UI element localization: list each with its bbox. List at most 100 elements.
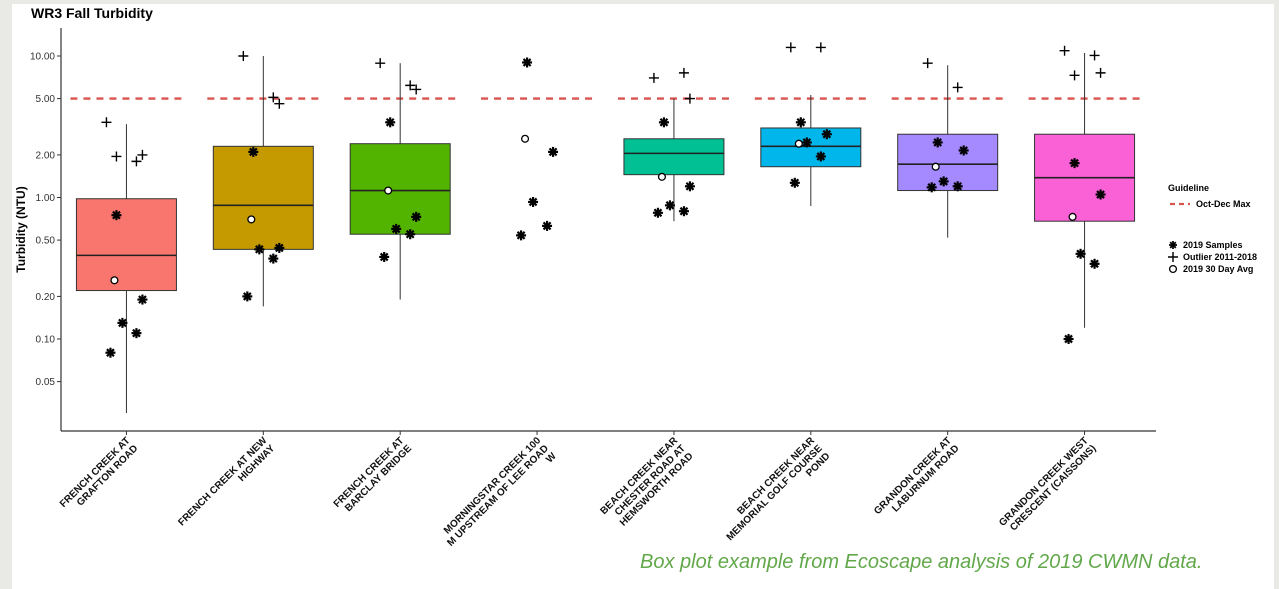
- legend-guideline-title: Guideline: [1168, 183, 1209, 193]
- sample-point: [684, 181, 695, 192]
- outlier-point: [922, 58, 933, 69]
- avg-point: [657, 172, 666, 181]
- x-tick-label-line: GRANDON CREEK AT: [872, 435, 954, 517]
- sample-point: [268, 253, 279, 264]
- box-iqr: [349, 143, 451, 235]
- asterisk-stroke: [790, 178, 800, 188]
- avg-point: [521, 134, 530, 143]
- sample-point: [664, 200, 675, 211]
- sample-point: [242, 291, 253, 302]
- legend-item-label: 2019 30 Day Avg: [1183, 264, 1253, 274]
- sample-point: [411, 211, 422, 222]
- avg-point: [931, 162, 940, 171]
- sample-point: [391, 223, 402, 234]
- y-tick-label: 0.50: [36, 236, 56, 247]
- outlier-point: [137, 149, 148, 160]
- avg-point: [1068, 212, 1077, 221]
- outlier-point: [648, 72, 659, 83]
- asterisk-stroke: [548, 147, 558, 157]
- sample-point: [1075, 248, 1086, 259]
- outlier-point: [1059, 45, 1070, 56]
- asterisk-stroke: [953, 181, 963, 191]
- asterisk-stroke: [528, 197, 538, 207]
- y-tick-label: 0.20: [36, 292, 56, 303]
- chart-title: WR3 Fall Turbidity: [31, 5, 153, 21]
- asterisk-stroke: [679, 206, 689, 216]
- y-tick-label: 2.00: [36, 150, 56, 161]
- x-tick-label-line: FRENCH CREEK AT NEW: [176, 435, 269, 528]
- asterisk-stroke: [659, 117, 669, 127]
- asterisk-stroke: [132, 328, 141, 338]
- asterisk-stroke: [653, 208, 663, 218]
- outlier-point: [131, 156, 142, 167]
- asterisk-stroke: [665, 201, 675, 210]
- avg-point: [384, 186, 393, 195]
- asterisk-stroke: [1090, 259, 1099, 269]
- x-tick-label-line: BARCLAY BRIDGE: [343, 443, 414, 514]
- sample-point: [789, 177, 800, 188]
- asterisk-stroke: [1169, 241, 1177, 249]
- sample-point: [1095, 189, 1106, 200]
- asterisk-stroke: [118, 318, 127, 328]
- asterisk-stroke: [268, 254, 278, 263]
- outlier-point: [111, 151, 122, 162]
- outlier-point: [952, 82, 963, 93]
- asterisk-stroke: [248, 147, 258, 157]
- outlier-point: [411, 84, 422, 95]
- asterisk-stroke: [138, 295, 147, 304]
- asterisk-stroke: [685, 181, 695, 191]
- y-tick-label: 1.00: [36, 193, 56, 204]
- sample-point: [117, 317, 128, 328]
- outlier-point: [1095, 67, 1106, 78]
- asterisk-stroke: [1064, 334, 1073, 344]
- slide-background: [12, 4, 1274, 589]
- x-tick-label-line: M UPSTREAM OF LEE ROAD: [445, 443, 551, 549]
- outlier-point: [684, 93, 695, 104]
- asterisk-stroke: [254, 245, 264, 254]
- asterisk-stroke: [411, 212, 421, 222]
- sample-point: [801, 137, 812, 148]
- outlier-point: [238, 51, 249, 61]
- asterisk-stroke: [822, 129, 832, 139]
- sample-point: [658, 117, 669, 128]
- asterisk-stroke: [522, 58, 532, 67]
- sample-point: [379, 251, 390, 262]
- asterisk-stroke: [816, 152, 826, 161]
- asterisk-stroke: [106, 348, 115, 358]
- asterisk-stroke: [542, 221, 552, 231]
- sample-point: [795, 117, 806, 128]
- box-iqr: [212, 145, 314, 250]
- sample-point: [248, 146, 259, 157]
- x-tick-label-line: LABURNUM ROAD: [890, 443, 961, 514]
- y-tick-label: 10.00: [30, 52, 55, 63]
- box-plot-chart: 0.05 0.10 0.20 0.50 1.00 2.00 5.00 10.00 Turbidi…: [14, 28, 1257, 551]
- asterisk-stroke: [1096, 190, 1105, 199]
- x-tick-label: FRENCH CREEK ATBARCLAY BRIDGE: [332, 435, 415, 518]
- x-tick-label-line: FRENCH CREEK AT: [332, 435, 407, 510]
- y-axis-label: Turbidity (NTU): [14, 186, 28, 272]
- sample-point: [652, 207, 663, 218]
- x-tick-label: GRANDON CREEK WESTCRESCENT (CAISSONS): [997, 435, 1098, 536]
- legend-item-label: Outlier 2011-2018: [1183, 252, 1257, 262]
- outlier-point: [101, 117, 112, 128]
- sample-point: [938, 176, 949, 187]
- legend-circle-icon: [1168, 264, 1178, 274]
- x-tick-label-line: CHESTER ROAD AT: [613, 443, 688, 518]
- x-tick-label: BEACH CREEK NEARMEMORIAL GOLF COURSEPOND: [717, 435, 833, 551]
- asterisk-stroke: [939, 177, 949, 186]
- legend-item-label: 2019 Samples: [1183, 240, 1243, 250]
- sample-point: [516, 230, 527, 241]
- asterisk-stroke: [927, 183, 937, 192]
- legend-plus-icon: [1168, 252, 1178, 262]
- sample-point: [542, 220, 553, 231]
- sample-point: [548, 146, 559, 157]
- outlier-point: [678, 67, 689, 78]
- sample-point: [405, 229, 416, 240]
- figure-caption: Box plot example from Ecoscape analysis …: [640, 551, 1203, 573]
- sample-point: [815, 151, 826, 162]
- x-tick-label-line: CRESCENT (CAISSONS): [1008, 443, 1098, 533]
- legend-guideline-label: Oct-Dec Max: [1196, 199, 1251, 209]
- sample-point: [932, 137, 943, 148]
- sample-point: [958, 145, 969, 156]
- outlier-point: [268, 92, 279, 103]
